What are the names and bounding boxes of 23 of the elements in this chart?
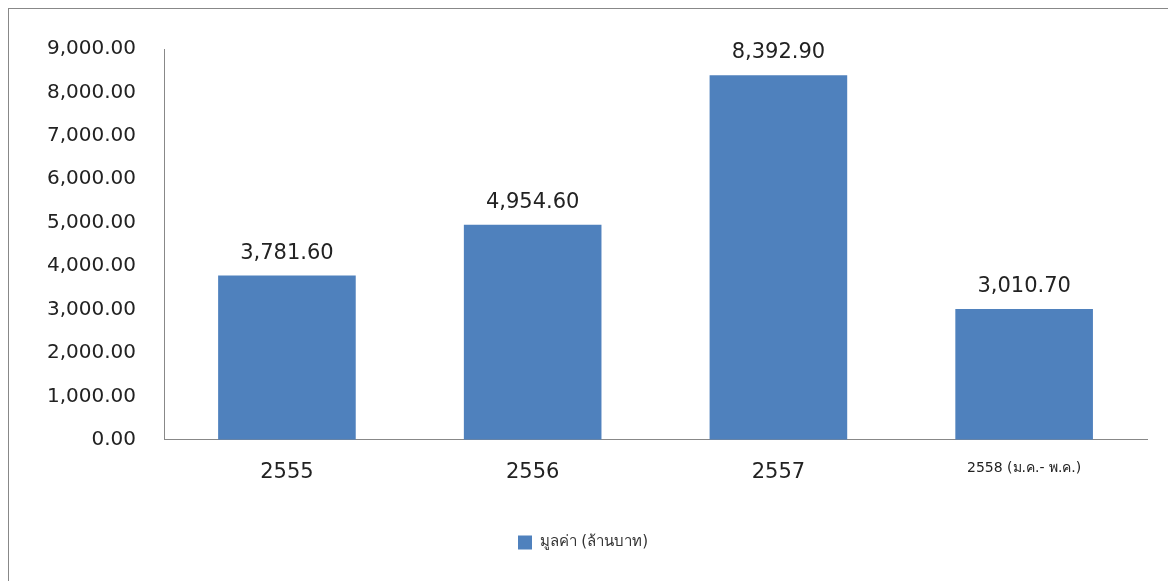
y-tick-label: 5,000.00 [47, 208, 137, 233]
x-tick-label: 2558 (ม.ค.- พ.ค.) [966, 458, 1082, 475]
data-label: 8,392.90 [731, 39, 826, 64]
data-label: 3,781.60 [240, 239, 334, 264]
y-tick-label: 8,000.00 [47, 78, 137, 103]
data-label: 3,010.70 [977, 273, 1071, 298]
y-tick-label: 4,000.00 [47, 252, 137, 277]
y-tick-label: 9,000.00 [47, 35, 137, 60]
data-label: 4,954.60 [485, 188, 580, 213]
x-tick-label: 2557 [751, 458, 806, 483]
y-tick-label: 0.00 [91, 426, 137, 450]
x-tick-label: 2555 [260, 458, 314, 483]
bar [955, 309, 1093, 440]
y-tick-label: 1,000.00 [47, 382, 137, 407]
bar [218, 275, 356, 440]
y-tick-label: 7,000.00 [47, 122, 137, 147]
bar [463, 224, 602, 440]
y-tick-label: 2,000.00 [47, 339, 137, 364]
y-tick-label: 3,000.00 [47, 295, 137, 320]
legend-label: มูลค่า (ล้านบาท) [539, 532, 648, 551]
x-tick-label: 2556 [505, 458, 560, 483]
bar [709, 75, 848, 440]
y-tick-label: 6,000.00 [47, 165, 137, 190]
